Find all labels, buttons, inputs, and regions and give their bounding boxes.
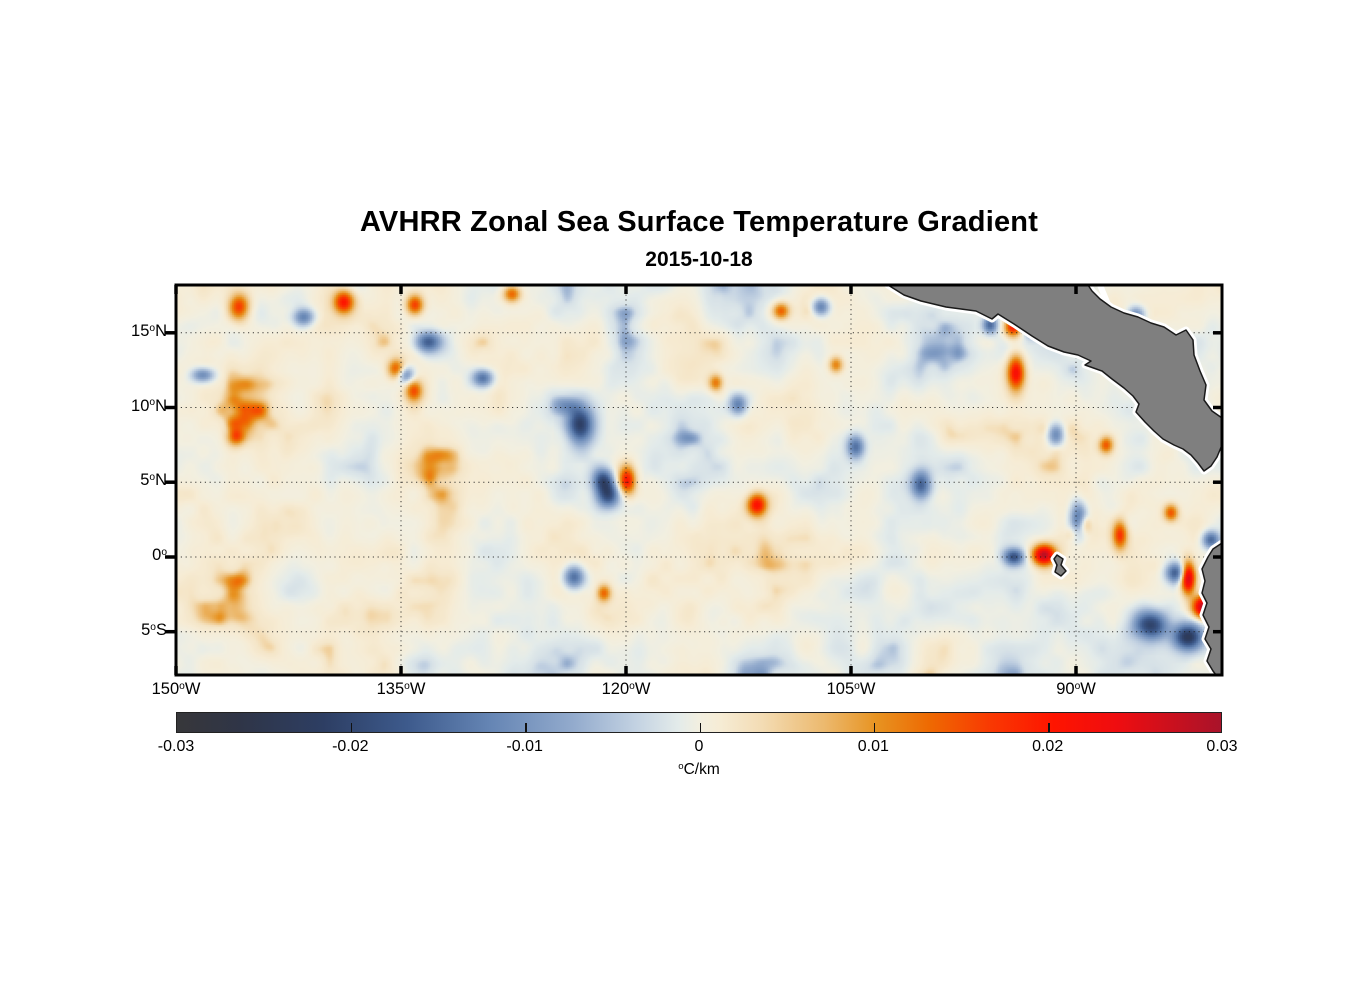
chart-date-subtitle: 2015-10-18 [645, 248, 753, 271]
unit-text: C/km [683, 761, 720, 778]
colorbar-unit-label: oC/km [176, 761, 1222, 779]
galapagos_island-landmass [1053, 554, 1067, 577]
colorbar-tick-label: -0.03 [157, 738, 195, 755]
x-axis-tick-label: 105oW [826, 680, 876, 698]
sst-gradient-heatmap [176, 285, 1222, 675]
y-axis-tick-label: 10oN [131, 396, 167, 415]
south_america-landmass [1201, 542, 1223, 676]
x-axis-tick-label: 135oW [376, 680, 426, 698]
y-axis-tick-label: 0o [152, 545, 167, 564]
x-axis-tick-label: 90oW [1056, 680, 1096, 698]
colorbar-tick [873, 723, 876, 732]
colorbar-tick-label: 0.01 [857, 738, 889, 755]
colorbar-tick-label: 0.03 [1206, 738, 1238, 755]
map-frame [174, 283, 1224, 677]
colorbar-tick [699, 723, 701, 732]
map-plot-area [165, 281, 1226, 679]
colorbar-tick-label: -0.01 [506, 738, 543, 755]
y-axis-tick-label: 15oN [131, 321, 167, 340]
colorbar [176, 712, 1222, 733]
y-axis-tick-label: 5oS [141, 620, 167, 639]
x-axis-tick-label: 150oW [151, 680, 201, 698]
colorbar-tick-label: 0.02 [1032, 738, 1064, 755]
colorbar-tick [525, 723, 527, 732]
y-axis-tick-label: 5oN [140, 471, 167, 490]
colorbar-tick [1048, 723, 1050, 732]
degree-superscript: o [678, 761, 684, 773]
map-overlay [165, 281, 1226, 679]
x-axis-tick-label: 120oW [601, 680, 651, 698]
colorbar-tick-label: 0 [694, 738, 704, 755]
central_america-landmass [887, 284, 1223, 472]
colorbar-tick [350, 723, 353, 732]
chart-title: AVHRR Zonal Sea Surface Temperature Grad… [359, 206, 1039, 238]
colorbar-tick-label: -0.02 [332, 738, 369, 755]
